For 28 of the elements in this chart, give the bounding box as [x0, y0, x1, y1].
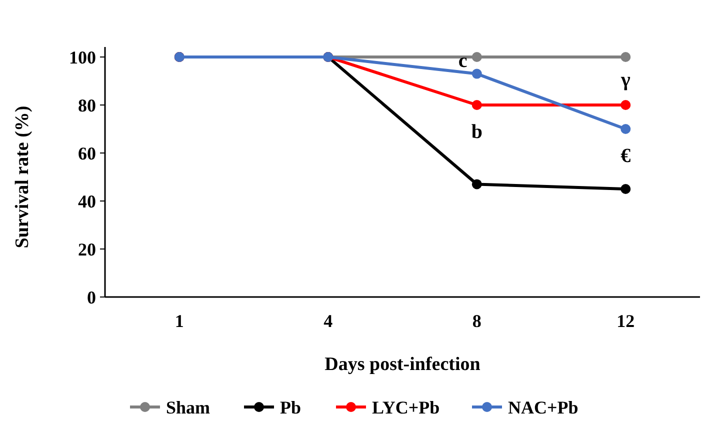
annotation: c	[458, 50, 468, 72]
point	[472, 100, 482, 110]
point	[620, 100, 631, 110]
y-tick-label: 40	[78, 191, 96, 212]
y-axis-title: Survival rate (%)	[12, 106, 33, 248]
y-tick-label: 20	[78, 239, 96, 260]
point	[472, 52, 482, 62]
legend-label: Pb	[280, 397, 302, 418]
point	[620, 124, 631, 134]
x-tick-label: 12	[616, 311, 635, 331]
y-tick-label: 0	[87, 287, 96, 308]
legend-label: NAC+Pb	[508, 397, 578, 418]
point	[620, 52, 631, 62]
x-tick-label: 8	[472, 311, 482, 331]
legend-label: Sham	[166, 397, 210, 418]
annotation: €	[620, 145, 631, 167]
y-tick-label: 60	[78, 143, 96, 164]
y-tick-label: 80	[78, 95, 96, 116]
annotation: γ	[620, 69, 631, 91]
point	[472, 179, 482, 190]
x-tick-label: 4	[324, 311, 333, 331]
point	[620, 184, 631, 194]
point	[472, 68, 482, 79]
x-tick-label: 1	[174, 311, 184, 331]
y-tick-label: 100	[69, 47, 96, 68]
x-axis-title: Days post-infection	[324, 354, 481, 375]
annotation: b	[471, 121, 482, 143]
legend-label: LYC+Pb	[372, 397, 440, 418]
